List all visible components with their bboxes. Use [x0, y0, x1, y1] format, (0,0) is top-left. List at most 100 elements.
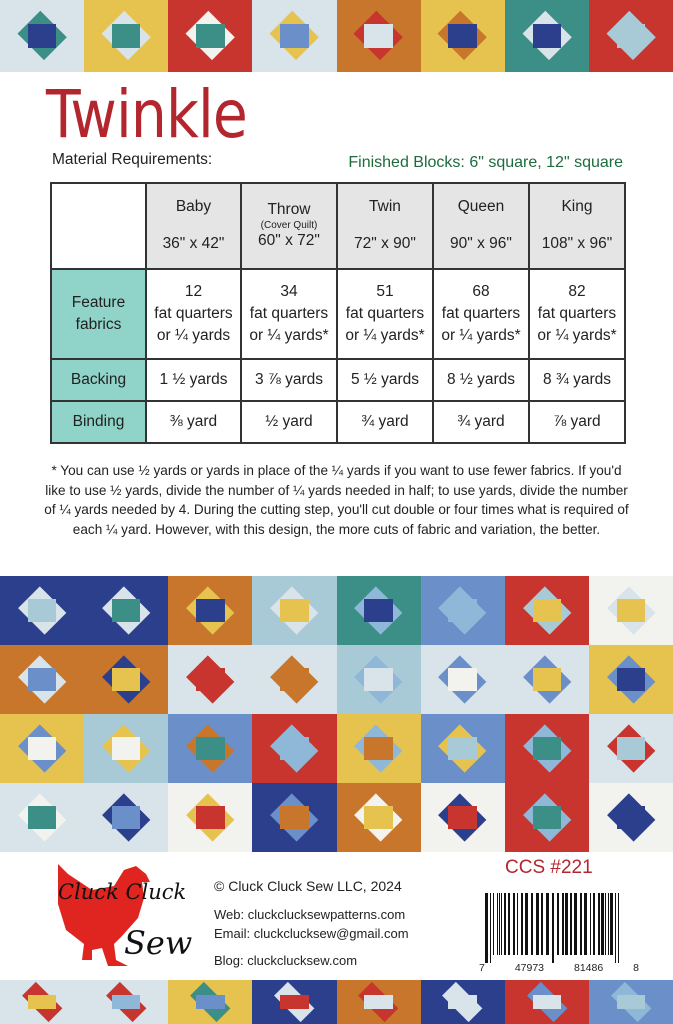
row-label: Feature fabrics — [50, 268, 147, 360]
quilt-block — [504, 980, 589, 1024]
barcode-bar — [590, 893, 591, 955]
quilt-block — [252, 0, 337, 72]
star-center — [364, 736, 393, 761]
barcode-bar — [593, 893, 595, 955]
star-center — [27, 736, 57, 761]
barcode-bar — [513, 893, 515, 955]
star-center — [280, 23, 309, 49]
star-center — [27, 598, 57, 623]
footnote: * You can use ½ yards or yards in place … — [44, 463, 629, 538]
quilt-block — [168, 783, 253, 852]
quilt-block — [0, 576, 85, 645]
star-center — [196, 736, 225, 761]
quilt-block — [0, 783, 85, 852]
barcode-bar — [546, 893, 549, 955]
quilt-block — [504, 645, 589, 714]
barcode-bar — [541, 893, 543, 955]
pattern-code: CCS #221 — [505, 857, 593, 878]
star-center — [532, 994, 562, 1010]
star-center — [111, 805, 141, 830]
star-center — [448, 667, 477, 692]
barcode-bar — [536, 893, 539, 955]
table-cell: 51 fat quarters or ¼ yards* — [335, 268, 434, 360]
barcode-bar — [584, 893, 587, 955]
quilt-block — [420, 714, 505, 783]
barcode-bar — [574, 893, 577, 955]
barcode-bar — [598, 893, 600, 955]
quilt-block — [588, 714, 673, 783]
star-center — [111, 667, 141, 692]
table-cell: 1 ½ yards — [145, 358, 242, 402]
star-center — [111, 736, 141, 761]
barcode-bar — [580, 893, 582, 955]
star-center — [280, 994, 309, 1010]
logo-text: Sew — [124, 924, 193, 962]
barcode-bar — [508, 893, 510, 955]
star-center — [196, 598, 225, 623]
star-center — [532, 736, 562, 761]
star-center — [532, 667, 562, 692]
email-link[interactable]: Email: cluckclucksew@gmail.com — [214, 926, 409, 942]
quilt-block — [336, 980, 421, 1024]
table-cell: 82 fat quarters or ¼ yards* — [527, 268, 627, 360]
barcode-bar — [490, 893, 491, 963]
barcode-bar — [570, 893, 572, 955]
star-center — [448, 994, 477, 1010]
quilt-block — [168, 576, 253, 645]
table-cell: ¾ yard — [431, 400, 530, 444]
barcode-bar — [615, 893, 616, 963]
quilt-block — [84, 645, 169, 714]
web-link[interactable]: Web: cluckclucksewpatterns.com — [214, 907, 406, 923]
quilt-block — [588, 783, 673, 852]
quilt-block — [420, 980, 505, 1024]
row-label: Backing — [50, 358, 147, 402]
barcode-bar — [525, 893, 528, 955]
barcode-bar — [499, 893, 500, 955]
barcode-bar — [521, 893, 523, 955]
star-center — [364, 23, 393, 49]
quilt-block — [168, 980, 253, 1024]
finished-blocks-text: Finished Blocks: 6" square, 12" square — [348, 154, 623, 171]
barcode-bar — [618, 893, 619, 963]
star-center — [196, 667, 225, 692]
table-cell: ⅜ yard — [145, 400, 242, 444]
star-center — [616, 736, 646, 761]
quilt-block — [336, 783, 421, 852]
star-center — [616, 994, 646, 1010]
table-cell: 5 ½ yards — [335, 358, 434, 402]
quilt-block — [336, 645, 421, 714]
quilt-block — [336, 576, 421, 645]
quilt-block — [420, 576, 505, 645]
barcode-bar — [493, 893, 494, 955]
blog-link[interactable]: Blog: cluckclucksew.com — [214, 952, 358, 968]
table-row: Feature fabrics 12 fat quarters or ¼ yards… — [50, 268, 627, 360]
quilt-block — [588, 0, 673, 72]
quilt-block — [252, 783, 337, 852]
quilt-block — [0, 645, 85, 714]
star-center — [616, 23, 646, 49]
quilt-photo-top — [0, 0, 673, 72]
star-center — [196, 994, 225, 1010]
column-header: Queen 90" x 96" — [431, 182, 530, 270]
table-cell: 8 ½ yards — [431, 358, 530, 402]
quilt-block — [420, 0, 505, 72]
star-center — [364, 805, 393, 830]
column-header: Twin 72" x 90" — [335, 182, 434, 270]
quilt-block — [84, 576, 169, 645]
star-center — [616, 667, 646, 692]
page-title: Twinkle — [46, 76, 248, 153]
table-row: Binding ⅜ yard ½ yard ¾ yard ¾ yard ⅞ ya… — [50, 400, 627, 444]
star-center — [27, 667, 57, 692]
barcode-bar — [517, 893, 518, 955]
quilt-block — [504, 576, 589, 645]
star-center — [532, 598, 562, 623]
contact-info: © Cluck Cluck Sew LLC, 2024 Web: cluckcl… — [214, 876, 409, 971]
barcode-bar — [562, 893, 564, 955]
star-center — [448, 736, 477, 761]
quilt-block — [0, 714, 85, 783]
requirements-table: Baby 36" x 42" Throw (Cover Quilt) 60" x 72… — [50, 182, 627, 444]
quilt-block — [504, 0, 589, 72]
table-cell: ¾ yard — [335, 400, 434, 444]
quilt-block — [420, 783, 505, 852]
star-center — [532, 805, 562, 830]
